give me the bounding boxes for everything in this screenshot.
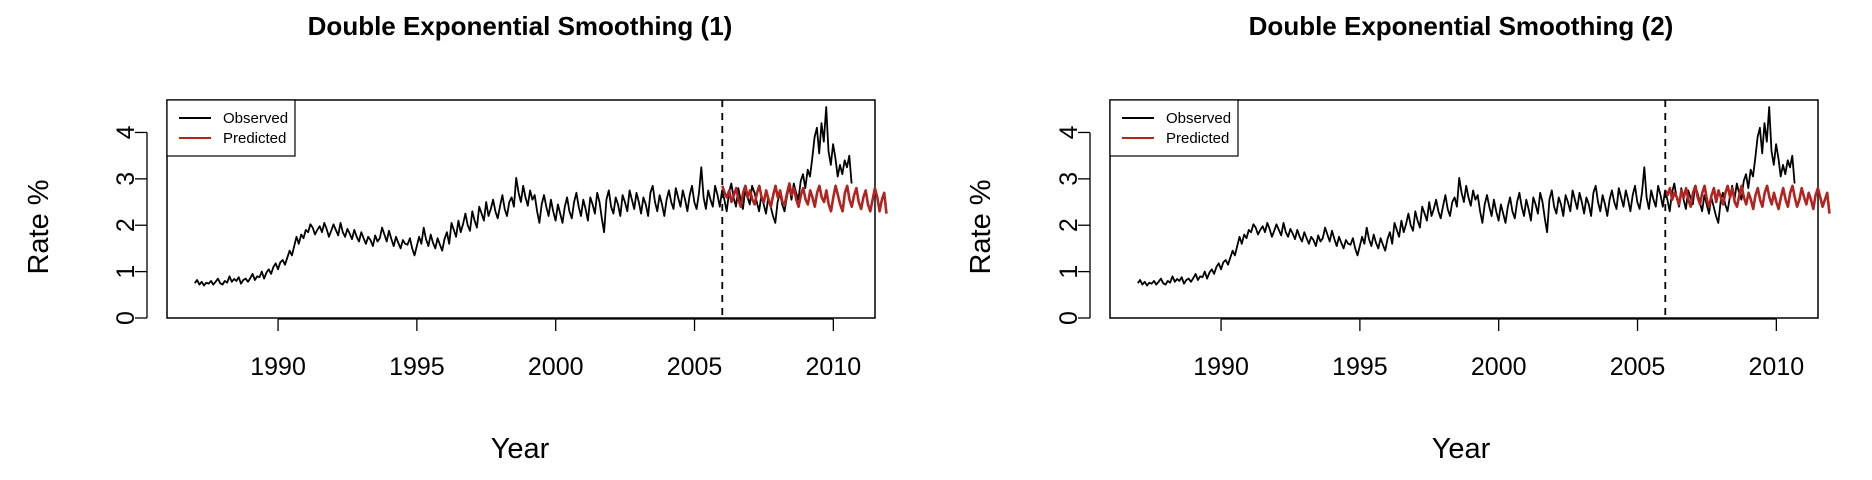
y-axis: 0 1 2 3 4: [1055, 125, 1091, 325]
x-tick-label: 1995: [1332, 353, 1388, 381]
series-line-predicted: [721, 182, 888, 214]
chart-panel-2: Double Exponential Smoothing (2) Year Ra…: [965, 11, 1831, 465]
x-axis-title: Year: [491, 433, 550, 465]
x-tick-label: 1995: [389, 353, 445, 381]
chart-panel-1: Double Exponential Smoothing (1) Year Ra…: [23, 11, 888, 465]
x-tick-label: 1990: [1193, 353, 1249, 381]
y-axis-title: Rate %: [23, 179, 55, 274]
x-axis-title: Year: [1432, 433, 1491, 465]
x-tick-label: 2010: [806, 353, 862, 381]
x-tick-label: 2005: [1610, 353, 1666, 381]
y-axis: 0 1 2 3 4: [112, 125, 148, 325]
x-axis: 1990 1995 2000 2005 2010: [250, 318, 862, 381]
legend-box: [166, 99, 296, 157]
legend-label-predicted: Predicted: [223, 130, 286, 147]
legend: Observed Predicted: [166, 99, 296, 157]
x-tick-label: 1990: [250, 353, 306, 381]
y-tick-label: 4: [1055, 125, 1083, 139]
plot-frame: [1109, 99, 1819, 319]
y-tick-label: 3: [1055, 172, 1083, 186]
y-tick-label: 0: [112, 311, 140, 325]
x-tick-label: 2000: [1471, 353, 1527, 381]
x-axis: 1990 1995 2000 2005 2010: [1193, 318, 1805, 381]
y-tick-label: 2: [112, 218, 140, 232]
series-line-predicted: [1664, 184, 1831, 214]
chart-title: Double Exponential Smoothing (1): [308, 11, 733, 41]
legend-label-predicted: Predicted: [1166, 130, 1229, 147]
y-tick-label: 2: [1055, 218, 1083, 232]
chart-title: Double Exponential Smoothing (2): [1249, 11, 1674, 41]
legend-box: [1109, 99, 1239, 157]
plot-area: 0 1 2 3 4 1990 1995 2000 2005 2010 Observed Predict…: [1055, 99, 1831, 381]
legend-label-observed: Observed: [1166, 110, 1231, 127]
legend: Observed Predicted: [1109, 99, 1239, 157]
x-tick-label: 2005: [667, 353, 723, 381]
x-tick-label: 2010: [1749, 353, 1805, 381]
y-tick-label: 0: [1055, 311, 1083, 325]
plot-frame: [166, 99, 876, 319]
series-line-observed: [1137, 106, 1796, 287]
y-tick-label: 1: [112, 265, 140, 279]
y-axis-title: Rate %: [965, 179, 997, 274]
y-tick-label: 1: [1055, 265, 1083, 279]
legend-label-observed: Observed: [223, 110, 288, 127]
plot-area: 0 1 2 3 4 1990 1995 2000 2005 2010 Observed Predict…: [112, 99, 888, 381]
y-tick-label: 3: [112, 172, 140, 186]
y-tick-label: 4: [112, 125, 140, 139]
x-tick-label: 2000: [528, 353, 584, 381]
